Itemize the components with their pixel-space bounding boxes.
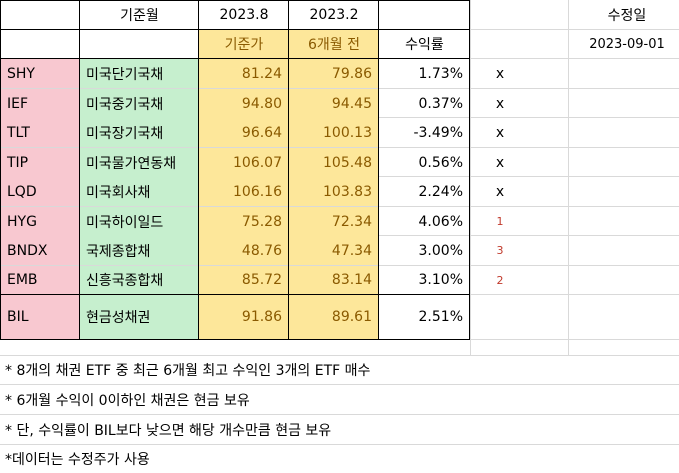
- note-1: * 8개의 채권 ETF 중 최근 6개월 최고 수익인 3개의 ETF 매수: [5, 362, 371, 379]
- ticker-cell: BNDX: [1, 236, 79, 265]
- modified-date-label: 수정일: [607, 7, 647, 24]
- ticker-cell: TLT: [1, 118, 79, 147]
- selection-mark-cell: x: [495, 154, 505, 171]
- bond-name-cell: 신흥국종합채: [80, 266, 198, 294]
- bond-name-cell: 미국물가연동채: [80, 148, 198, 177]
- prev-price-cell: 100.13: [289, 118, 378, 147]
- prev-price-cell: 79.86: [289, 59, 378, 88]
- subheader-base-price: 기준가: [199, 30, 289, 58]
- bond-name-cell: 미국단기국채: [80, 59, 198, 88]
- return-cell: 0.56%: [418, 154, 463, 171]
- selection-mark-cell: x: [495, 124, 505, 141]
- return-cell: 3.10%: [418, 272, 463, 288]
- ticker-cell: HYG: [1, 207, 79, 236]
- return-cell: 0.37%: [418, 95, 463, 112]
- modified-date-value: 2023-09-01: [589, 36, 665, 52]
- return-cell: 2.24%: [418, 183, 463, 200]
- bond-name-cell: 미국장기국채: [80, 118, 198, 147]
- base-price-cell: 91.86: [199, 295, 288, 339]
- prev-price-cell: 94.45: [289, 89, 378, 118]
- prev-price-cell: 103.83: [289, 177, 378, 206]
- selection-mark-cell: x: [495, 95, 505, 112]
- prev-price-cell: 72.34: [289, 207, 378, 236]
- return-cell: 4.06%: [418, 213, 463, 230]
- return-cell: 1.73%: [418, 65, 463, 82]
- selection-mark-cell: x: [495, 65, 505, 82]
- bond-name-cell: 미국하이일드: [80, 207, 198, 236]
- bond-name-cell: 국제종합채: [80, 236, 198, 265]
- note-2: * 6개월 수익이 0이하인 채권은 현금 보유: [5, 392, 250, 409]
- prev-price-cell: 47.34: [289, 236, 378, 265]
- ticker-cell: EMB: [1, 266, 79, 294]
- note-4: *데이터는 수정주가 사용: [5, 451, 150, 468]
- return-cell: -3.49%: [413, 124, 463, 141]
- selection-mark-cell: x: [495, 183, 505, 200]
- prev-price-cell: 83.14: [289, 266, 378, 294]
- subheader-return: 수익률: [405, 37, 444, 53]
- bond-name-cell: 현금성채권: [80, 295, 198, 339]
- header-2023-2: 2023.2: [309, 6, 359, 23]
- base-price-cell: 81.24: [199, 59, 288, 88]
- base-price-cell: 48.76: [199, 236, 288, 265]
- base-price-cell: 106.16: [199, 177, 288, 206]
- selection-mark-cell: 1: [496, 215, 504, 228]
- return-cell: 3.00%: [418, 242, 463, 259]
- note-3: * 단, 수익률이 BIL보다 낮으면 해당 개수만큼 현금 보유: [5, 422, 332, 439]
- base-price-cell: 75.28: [199, 207, 288, 236]
- bond-name-cell: 미국회사채: [80, 177, 198, 206]
- ticker-cell: TIP: [1, 148, 79, 177]
- ticker-cell: LQD: [1, 177, 79, 206]
- header-2023-8: 2023.8: [219, 6, 269, 23]
- bond-name-cell: 미국중기국채: [80, 89, 198, 118]
- prev-price-cell: 105.48: [289, 148, 378, 177]
- prev-price-cell: 89.61: [289, 295, 378, 339]
- selection-mark-cell: 3: [496, 244, 504, 257]
- subheader-six-months-ago: 6개월 전: [289, 30, 379, 58]
- return-cell: 2.51%: [418, 309, 463, 325]
- base-price-cell: 96.64: [199, 118, 288, 147]
- base-price-cell: 85.72: [199, 266, 288, 294]
- ticker-cell: SHY: [1, 59, 79, 88]
- base-price-cell: 94.80: [199, 89, 288, 118]
- selection-mark-cell: 2: [496, 273, 504, 287]
- selection-mark-cell: [470, 295, 530, 339]
- ticker-cell: IEF: [1, 89, 79, 118]
- base-price-cell: 106.07: [199, 148, 288, 177]
- header-base-month: 기준월: [120, 7, 159, 24]
- ticker-cell: BIL: [1, 295, 79, 339]
